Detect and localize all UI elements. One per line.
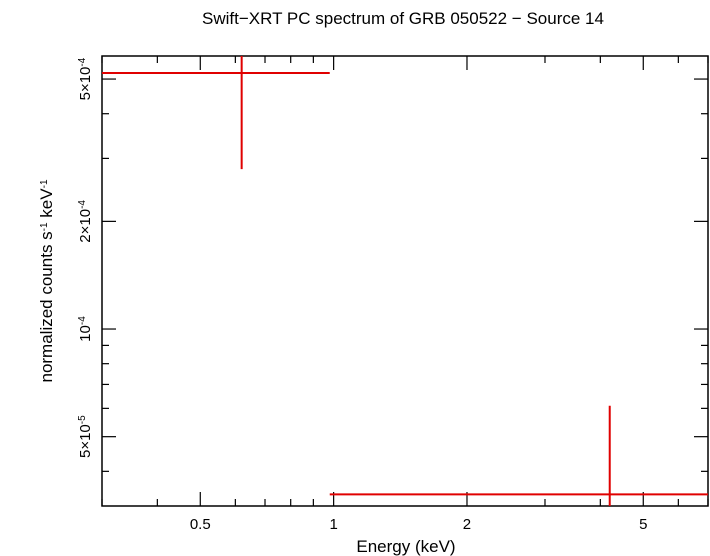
x-axis-title: Energy (keV) — [356, 537, 455, 556]
chart-title: Swift−XRT PC spectrum of GRB 050522 − So… — [202, 9, 604, 28]
y-axis-title: normalized counts s-1 keV-1 — [37, 179, 56, 382]
y-tick-label: 10-4 — [77, 316, 95, 342]
x-axis-tick-labels: 0.5 1 2 5 — [190, 516, 648, 533]
y-axis-tick-labels: 5×10-5 10-4 2×10-4 5×10-4 — [77, 57, 95, 458]
spectrum-data-point — [329, 405, 708, 506]
x-tick-label: 0.5 — [190, 516, 211, 533]
x-tick-label: 5 — [639, 516, 647, 533]
y-axis-title-group: normalized counts s-1 keV-1 — [37, 179, 56, 382]
x-tick-label: 2 — [463, 516, 471, 533]
plot-frame — [101, 55, 709, 507]
x-tick-label: 1 — [329, 516, 337, 533]
y-axis-ticks — [102, 78, 708, 472]
y-tick-label: 5×10-4 — [77, 57, 95, 100]
data-series — [102, 56, 708, 506]
y-tick-label: 2×10-4 — [77, 200, 95, 243]
y-tick-label: 5×10-5 — [77, 415, 95, 458]
x-axis-ticks — [101, 56, 709, 506]
spectrum-data-point — [102, 56, 330, 170]
